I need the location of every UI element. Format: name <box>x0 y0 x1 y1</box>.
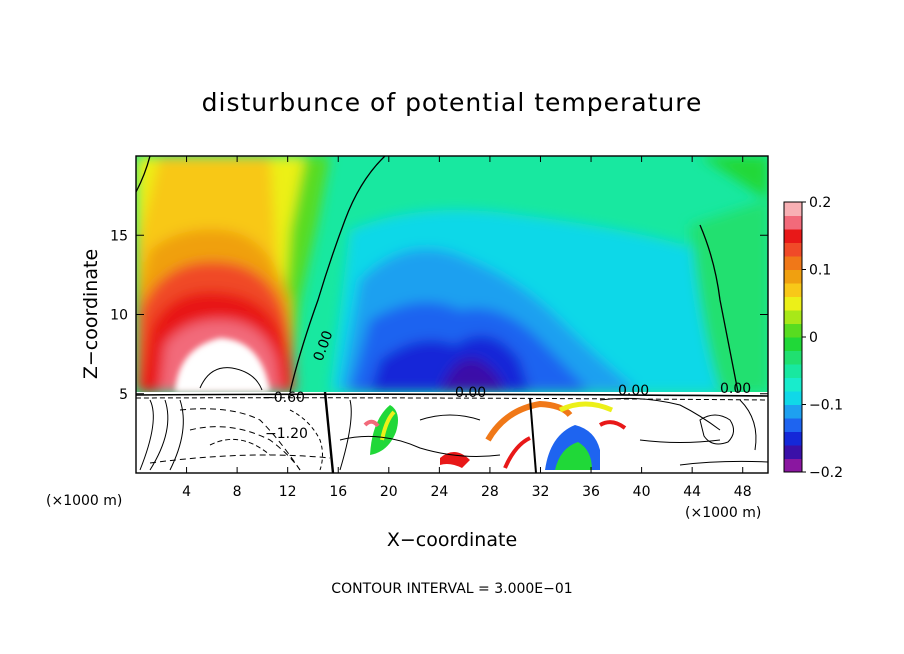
colorbar-swatch <box>784 377 802 392</box>
y-tick-label: 15 <box>110 228 128 244</box>
x-tick-label: 36 <box>582 484 600 500</box>
x-tick-label: 32 <box>532 484 550 500</box>
colorbar-swatch <box>784 404 802 419</box>
field-region-green-right <box>690 200 768 392</box>
colorbar-swatch <box>784 458 802 473</box>
x-tick-label: 4 <box>182 484 191 500</box>
y-axis-label: Z−coordinate <box>80 249 102 379</box>
colorbar-tick-label: −0.1 <box>809 398 843 414</box>
field-region-white-core <box>175 338 270 392</box>
contour-zero-right <box>699 224 739 392</box>
lower-wall-mid <box>529 397 537 473</box>
colorbar-swatch <box>784 418 802 432</box>
colorbar-swatch <box>784 229 802 243</box>
field-region-green-top-right <box>700 156 768 200</box>
x-tick-label: 24 <box>430 484 448 500</box>
colorbar-swatch <box>784 431 802 446</box>
colorbar-swatch <box>784 337 802 351</box>
contour-label-6: 0.00 <box>618 383 649 399</box>
contour-white-core <box>199 367 263 391</box>
x-unit-right: (×1000 m) <box>685 505 761 521</box>
x-tick-label: 28 <box>481 484 499 500</box>
contour-interval-note: CONTOUR INTERVAL = 3.000E−01 <box>331 581 572 597</box>
lower-blob-yellow-2 <box>558 401 614 413</box>
contour-label-5: 0.00 <box>455 385 486 401</box>
x-tick-label: 16 <box>329 484 347 500</box>
colorbar-swatch <box>784 445 802 459</box>
x-tick-label: 8 <box>233 484 242 500</box>
colorbar-swatch <box>784 269 802 284</box>
lower-contours <box>136 393 768 471</box>
colorbar-ticks: 0.2 0.1 0 −0.1 −0.2 <box>802 195 843 481</box>
x-axis-ticks: 4 8 12 16 20 24 28 32 36 40 44 48 <box>182 156 752 500</box>
x-tick-label: 12 <box>279 484 297 500</box>
colorbar-swatch <box>784 215 802 230</box>
contour-label-2: 0.00 <box>720 381 751 397</box>
colorbar <box>783 201 803 473</box>
lower-blob-yellow-1 <box>380 410 396 441</box>
upper-field <box>136 156 768 392</box>
colorbar-swatch <box>784 283 802 297</box>
contour-label-4: −1.20 <box>265 426 308 442</box>
lower-blob-red-3 <box>598 420 627 430</box>
x-tick-label: 48 <box>734 484 752 500</box>
colorbar-swatch <box>784 323 802 338</box>
lower-blob-pink-1 <box>363 419 380 428</box>
colorbar-swatch <box>784 202 802 216</box>
y-tick-label: 5 <box>119 387 128 403</box>
y-tick-label: 10 <box>110 308 128 324</box>
colorbar-swatch <box>784 391 802 405</box>
x-tick-label: 40 <box>633 484 651 500</box>
colorbar-tick-label: 0 <box>809 330 818 346</box>
contour-zero-upper <box>289 156 386 392</box>
x-tick-label: 44 <box>683 484 701 500</box>
lower-blob-red-2 <box>503 436 531 469</box>
lower-blob-green-2 <box>555 442 592 470</box>
colorbar-tick-label: 0.2 <box>809 195 831 211</box>
x-axis-label: X−coordinate <box>387 529 517 551</box>
plot-area <box>136 156 768 473</box>
lower-field <box>136 392 768 473</box>
colorbar-tick-label: 0.1 <box>809 263 831 279</box>
contour-label-3: −0.60 <box>262 390 305 406</box>
colorbar-tick-label: −0.2 <box>809 465 843 481</box>
contour-zero-left-corner <box>136 156 151 193</box>
x-tick-label: 20 <box>380 484 398 500</box>
colorbar-swatch <box>784 364 802 378</box>
colorbar-swatch <box>784 296 802 311</box>
chart-title: disturbunce of potential temperature <box>202 88 703 117</box>
x-unit-left: (×1000 m) <box>46 493 122 509</box>
colorbar-swatch <box>784 242 802 257</box>
colorbar-swatch <box>784 256 802 270</box>
field-region-navy <box>440 358 505 392</box>
y-axis-ticks: 5 10 15 <box>110 228 768 403</box>
colorbar-swatch <box>784 310 802 324</box>
lower-wall-left <box>323 392 335 473</box>
colorbar-swatch <box>784 350 802 365</box>
